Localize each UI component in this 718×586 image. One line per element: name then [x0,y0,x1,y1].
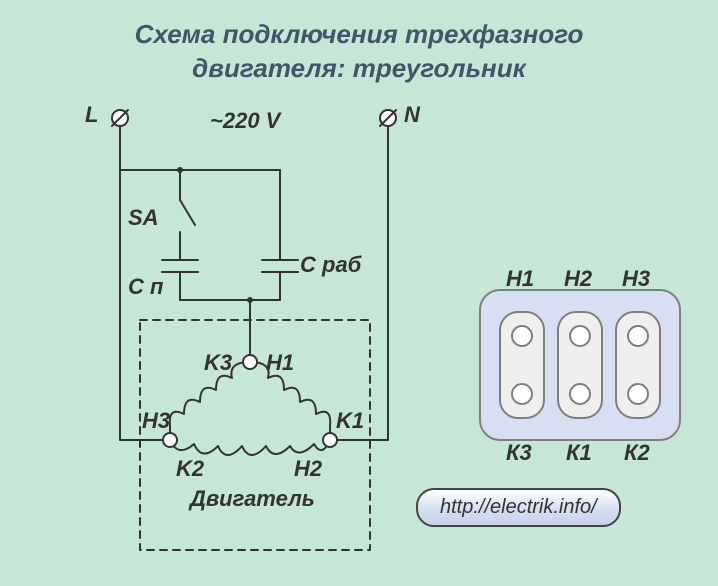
label-N: N [404,102,420,128]
label-voltage: ~220 V [210,108,280,134]
tb-top-1: Н2 [564,266,592,292]
source-link-text: http://electrik.info/ [440,496,597,518]
diagram-canvas: Схема подключения трехфазного двигателя:… [0,0,718,586]
label-K3: K3 [204,350,232,376]
label-K1: K1 [336,408,364,434]
tb-bot-0: К3 [506,440,532,466]
tb-top-0: Н1 [506,266,534,292]
label-K2: K2 [176,456,204,482]
label-Cstart: С п [128,274,163,300]
title-line1: Схема подключения трехфазного [135,19,584,49]
label-H3: Н3 [142,408,170,434]
label-SA: SA [128,205,159,231]
label-motor: Двигатель [190,486,315,512]
tb-bot-2: К2 [624,440,650,466]
label-H1: Н1 [266,350,294,376]
tb-bot-1: К1 [566,440,592,466]
source-link[interactable]: http://electrik.info/ [416,488,621,527]
title-line2: двигателя: треугольник [192,53,526,83]
label-H2: Н2 [294,456,322,482]
label-L: L [85,102,98,128]
page-title: Схема подключения трехфазного двигателя:… [0,18,718,86]
tb-top-2: Н3 [622,266,650,292]
label-Crun: С раб [300,252,361,278]
